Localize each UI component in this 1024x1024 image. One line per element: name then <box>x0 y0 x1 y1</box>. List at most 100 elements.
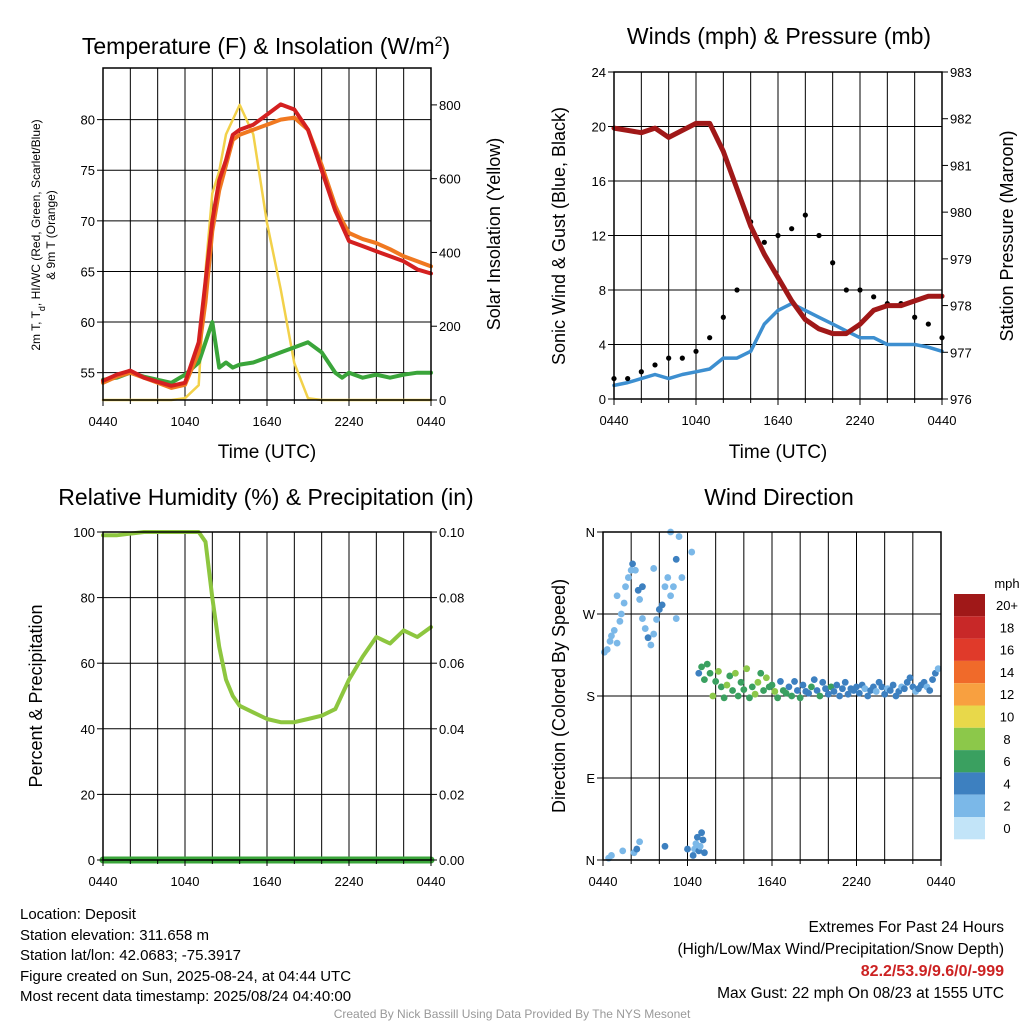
direction-point <box>752 691 759 698</box>
direction-point <box>735 693 742 700</box>
direction-point <box>632 567 639 574</box>
direction-point <box>650 631 657 638</box>
y-tick-label: 200 <box>439 319 461 334</box>
direction-point <box>611 627 618 634</box>
legend-label: 16 <box>1000 643 1014 658</box>
direction-point <box>763 674 770 681</box>
direction-point <box>757 670 764 677</box>
info-latlon: Station lat/lon: 42.0683; -75.3917 <box>20 946 351 967</box>
legend-label: 12 <box>1000 687 1014 702</box>
y-tick-label: 0.06 <box>439 656 464 671</box>
y-tick-label: N <box>586 525 595 540</box>
y-tick-label: N <box>586 853 595 868</box>
direction-point <box>673 556 680 563</box>
y-tick-label: 979 <box>950 252 972 267</box>
direction-point <box>743 665 750 672</box>
y-tick-label: 12 <box>592 229 606 244</box>
direction-title: Wind Direction <box>704 484 854 510</box>
extremes-values: 82.2/53.9/9.6/0/-999 <box>678 961 1005 983</box>
direction-point <box>788 693 795 700</box>
gust-point <box>816 233 821 238</box>
y-tick-label: 80 <box>81 591 95 606</box>
gust-point <box>844 287 849 292</box>
y-tick-label: 800 <box>439 98 461 113</box>
direction-point <box>697 843 704 850</box>
legend-swatch <box>954 728 985 750</box>
direction-point <box>619 847 626 854</box>
y-tick-label: 40 <box>81 722 95 737</box>
x-tick-label: 1640 <box>758 874 787 889</box>
temperature-ylabel-line2: & 9m T (Orange) <box>44 190 58 280</box>
gust-point <box>857 287 862 292</box>
gust-point <box>762 240 767 245</box>
y-tick-label: 24 <box>592 65 606 80</box>
legend-swatch <box>954 772 985 794</box>
winds-xlabel: Time (UTC) <box>729 442 828 463</box>
x-tick-label: 2240 <box>335 414 364 429</box>
y-tick-label: 60 <box>81 656 95 671</box>
legend-swatch <box>954 795 985 817</box>
direction-point <box>724 682 731 689</box>
direction-points <box>601 529 942 862</box>
direction-point <box>907 674 914 681</box>
winds-ylabel: Sonic Wind & Gust (Blue, Black) <box>549 107 569 365</box>
direction-point <box>746 694 753 701</box>
direction-point <box>633 846 640 853</box>
direction-point <box>701 676 708 683</box>
extremes-subheading: (High/Low/Max Wind/Precipitation/Snow De… <box>678 939 1005 961</box>
x-tick-label: 0440 <box>600 413 629 428</box>
y-tick-label: 60 <box>81 315 95 330</box>
direction-point <box>642 625 649 632</box>
y-tick-label: 981 <box>950 158 972 173</box>
legend-swatch <box>954 817 985 839</box>
direction-point <box>659 601 666 608</box>
info-recent: Most recent data timestamp: 2025/08/24 0… <box>20 987 351 1008</box>
direction-point <box>740 686 747 693</box>
y-tick-label: 75 <box>81 163 95 178</box>
direction-point <box>901 685 908 692</box>
extremes-heading: Extremes For Past 24 Hours <box>678 917 1005 939</box>
temperature-title: Temperature (F) & Insolation (W/m2) <box>82 33 450 59</box>
direction-point <box>639 615 646 622</box>
x-tick-label: 1040 <box>682 413 711 428</box>
legend-swatch <box>954 750 985 772</box>
gust-point <box>639 369 644 374</box>
direction-point <box>769 682 776 689</box>
y-tick-label: 8 <box>599 283 606 298</box>
legend-swatch <box>954 616 985 638</box>
direction-point <box>729 687 736 694</box>
x-tick-label: 1640 <box>253 874 282 889</box>
direction-point <box>715 668 722 675</box>
legend-swatch <box>954 683 985 705</box>
direction-point <box>690 852 697 859</box>
y-tick-label: 0 <box>599 392 606 407</box>
gust-point <box>912 315 917 320</box>
direction-point <box>647 642 654 649</box>
direction-point <box>839 685 846 692</box>
direction-point <box>662 583 669 590</box>
legend-label: 18 <box>1000 620 1014 635</box>
x-tick-label: 1640 <box>764 413 793 428</box>
x-tick-label: 0440 <box>928 413 957 428</box>
direction-point <box>831 688 838 695</box>
pressure-ylabel: Station Pressure (Maroon) <box>997 130 1017 341</box>
direction-point <box>856 690 863 697</box>
direction-point <box>760 687 767 694</box>
y-tick-label: 982 <box>950 112 972 127</box>
humidity-ticks: 0440 1040 1640 2240 04400204060801000.000.02… <box>73 525 464 889</box>
direction-point <box>786 683 793 690</box>
direction-point <box>617 618 624 625</box>
y-tick-label: 55 <box>81 366 95 381</box>
gust-point <box>652 362 657 367</box>
y-tick-label: 20 <box>81 787 95 802</box>
y-tick-label: 978 <box>950 299 972 314</box>
legend-label: 6 <box>1003 754 1010 769</box>
direction-point <box>650 565 657 572</box>
credit-line: Created By Nick Bassill Using Data Provi… <box>0 1007 1024 1021</box>
direction-point <box>811 676 818 683</box>
winds-panel: Winds (mph) & Pressure (mb) 0440 1040 1640… <box>549 23 1017 463</box>
direction-point <box>664 574 671 581</box>
direction-point <box>621 600 628 607</box>
direction-point <box>707 670 714 677</box>
direction-point <box>636 596 643 603</box>
